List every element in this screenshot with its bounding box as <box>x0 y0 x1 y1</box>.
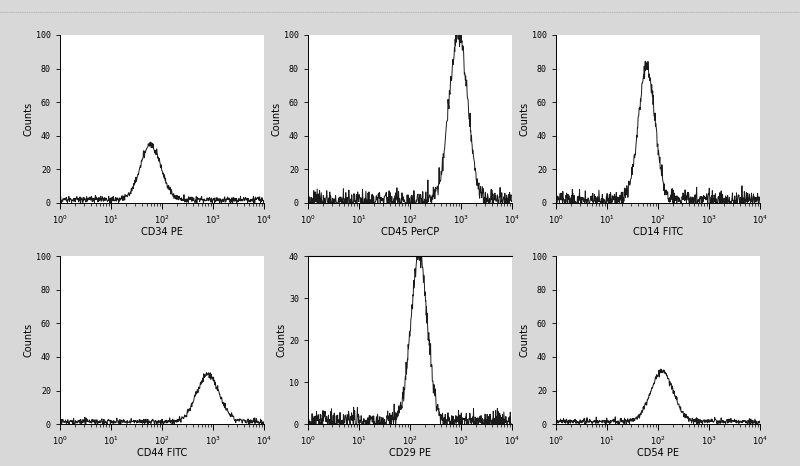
X-axis label: CD44 FITC: CD44 FITC <box>137 448 187 458</box>
X-axis label: CD14 FITC: CD14 FITC <box>633 227 683 237</box>
X-axis label: CD29 PE: CD29 PE <box>389 448 431 458</box>
Y-axis label: Counts: Counts <box>23 323 33 357</box>
Y-axis label: Counts: Counts <box>271 102 281 136</box>
X-axis label: CD34 PE: CD34 PE <box>141 227 183 237</box>
Y-axis label: Counts: Counts <box>276 323 286 357</box>
X-axis label: CD54 PE: CD54 PE <box>637 448 679 458</box>
Y-axis label: Counts: Counts <box>519 323 529 357</box>
X-axis label: CD45 PerCP: CD45 PerCP <box>381 227 439 237</box>
Y-axis label: Counts: Counts <box>519 102 529 136</box>
Y-axis label: Counts: Counts <box>23 102 33 136</box>
